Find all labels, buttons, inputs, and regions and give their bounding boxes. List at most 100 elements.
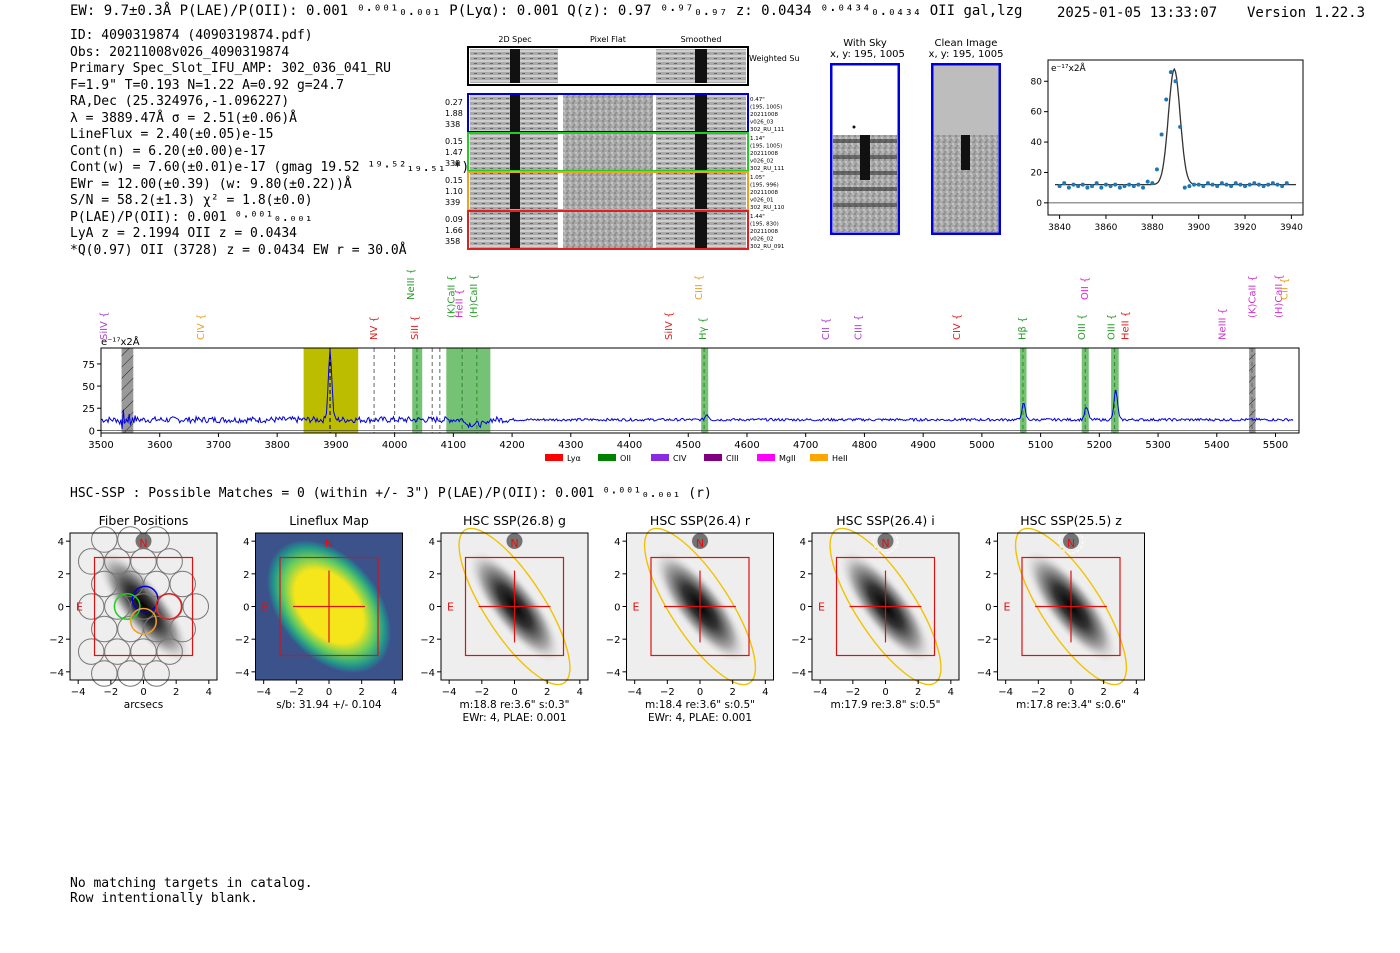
hsc-x-tick-label: 0 <box>511 687 517 698</box>
hsc-y-tick-label: −2 <box>235 635 250 646</box>
hsc-x-tick-label: 0 <box>140 687 146 698</box>
spectrum-line-label: OIII { <box>1077 314 1088 340</box>
hsc-y-tick-label: 4 <box>58 537 64 548</box>
hsc-x-tick-label: 2 <box>729 687 735 698</box>
neighbor-aperture <box>873 528 898 554</box>
hsc-panel-title: HSC SSP(26.4) i <box>836 513 934 528</box>
fit-y-tick-label: 0 <box>1036 199 1042 209</box>
fit-data-point <box>1168 70 1173 75</box>
fit-data-point <box>1066 185 1071 190</box>
info-line: λ = 3889.47Å σ = 2.51(±0.06)Å <box>70 110 297 126</box>
spectrum-line-band <box>701 348 709 433</box>
hsc-y-tick-label: −4 <box>235 668 250 679</box>
fit-data-point <box>1215 184 1220 189</box>
hsc-x-tick-label: −2 <box>845 687 860 698</box>
east-label: E <box>262 601 269 614</box>
info-line: Cont(n) = 6.20(±0.00)e-17 <box>70 143 266 159</box>
with-sky-coords: x, y: 195, 1005 <box>830 49 905 60</box>
spectrum-line-label: CII { <box>1279 278 1290 300</box>
hsc-caption: s/b: 31.94 +/- 0.104 <box>276 699 382 711</box>
north-label: N <box>1067 537 1075 550</box>
cutout-row-info: 1.05" <box>750 175 765 181</box>
legend-swatch <box>651 454 669 461</box>
hsc-x-tick-label: 4 <box>577 687 583 698</box>
cutout-row-info: 302_RU_111 <box>750 127 784 133</box>
hsc-x-tick-label: −4 <box>256 687 271 698</box>
fiber-circle <box>143 526 170 553</box>
fit-unit-label: e⁻¹⁷x2Å <box>1051 62 1087 74</box>
fit-data-point <box>1261 184 1266 189</box>
cutout-pixel-flat <box>563 95 653 131</box>
cutout-row-stat: 358 <box>445 237 460 246</box>
spectrum-line-label: Hγ { <box>698 317 709 340</box>
hsc-box <box>650 556 750 657</box>
fiber-circle <box>91 526 118 553</box>
info-line: Primary Spec_Slot_IFU_AMP: 302_036_041_R… <box>70 61 391 76</box>
hsc-y-tick-label: −4 <box>50 668 64 679</box>
cutout-row-stat: 1.47 <box>445 148 463 157</box>
spectrum-y-tick-label: 0 <box>89 426 95 437</box>
hsc-y-tick-label: −2 <box>606 635 621 646</box>
fit-data-point <box>1224 182 1229 187</box>
fit-data-point <box>1154 167 1159 172</box>
fiber-circle <box>91 570 118 598</box>
hsc-panel: HSC SSP(25.5) z N E −4 −4 −2 −2 0 0 2 2 4 4 m:17.8 re… <box>977 513 1145 711</box>
fit-data-point <box>1205 181 1210 186</box>
legend-swatch <box>598 454 616 461</box>
spectrum-line-label: CIV { <box>952 314 963 340</box>
hsc-box <box>464 556 565 657</box>
fiber-circle <box>117 660 144 687</box>
legend-label: Lyα <box>567 454 581 463</box>
cutout-row-info: v026_02 <box>750 159 774 165</box>
fit-data-point <box>1057 184 1062 189</box>
spectrum-x-tick-label: 4500 <box>676 440 701 451</box>
cutout-pixel-flat <box>563 134 653 170</box>
header-summary: EW: 9.7±0.3Å P(LAE)/P(OII): 0.001 ⁰·⁰⁰¹₀… <box>70 3 1023 19</box>
fiber-circle <box>104 548 131 575</box>
north-label: N <box>510 537 518 550</box>
east-label: E <box>447 601 454 614</box>
info-line: Cont(w) = 7.60(±0.01)e-17 (gmag 19.52 ¹⁹… <box>70 160 470 175</box>
hsc-x-tick-label: 4 <box>1133 687 1139 698</box>
fiber-circle <box>117 615 144 643</box>
hsc-caption: m:18.4 re:3.6" s:0.5" <box>645 699 755 711</box>
cutout-row-info: 302_RU_110 <box>750 205 785 211</box>
col-title-pixel-flat: Pixel Flat <box>590 35 626 44</box>
fit-axes-frame <box>1047 59 1304 216</box>
footer-line-2: Row intentionally blank. <box>70 891 258 906</box>
neighbor-source <box>692 533 708 549</box>
cutout-row-info: 20211008 <box>750 151 778 157</box>
hsc-y-tick-label: 0 <box>800 603 806 614</box>
hsc-x-tick-label: 4 <box>948 687 954 698</box>
footer-line-1: No matching targets in catalog. <box>70 876 313 891</box>
spectrum-line-label: CIV { <box>196 314 207 340</box>
hsc-panel-title: Fiber Positions <box>99 513 189 528</box>
cutout-row-info: v026_02 <box>750 237 774 243</box>
fiber-circle <box>117 570 144 598</box>
spectrum-line-label: HeII { <box>455 289 466 318</box>
fiber-circle <box>117 526 144 553</box>
fiber-circle <box>77 593 105 620</box>
hsc-x-tick-label: −2 <box>289 687 304 698</box>
spectrum-x-tick-label: 3900 <box>323 440 348 451</box>
spectrum-line-label: NV { <box>369 316 380 340</box>
hsc-panel-title: HSC SSP(26.8) g <box>463 513 566 528</box>
fiber-selected <box>113 593 141 620</box>
info-line: Obs: 20211008v026_4090319874 <box>70 44 290 60</box>
legend-label: OII <box>620 454 631 463</box>
cutout-2d-spec-trace <box>510 95 520 131</box>
north-label: N <box>881 537 889 550</box>
hsc-box <box>835 556 936 657</box>
spectrum-x-tick-label: 3500 <box>88 440 113 451</box>
hsc-y-tick-label: −2 <box>420 635 435 646</box>
hsc-caption-2: EWr: 4, PLAE: 0.001 <box>462 712 566 724</box>
spectrum-line-label: (H)CaII { <box>469 274 480 318</box>
spectrum-line-label: NeIII { <box>406 270 417 300</box>
spectra-cutouts: 2D Spec Pixel Flat Smoothed Weighted Sum… <box>445 35 800 250</box>
hsc-y-tick-label: −4 <box>791 668 806 679</box>
fit-x-tick-label: 3900 <box>1187 223 1210 233</box>
fit-data-point <box>1238 182 1243 187</box>
aperture-ellipse <box>1014 527 1128 686</box>
cutout-row-info: v026_03 <box>750 120 774 126</box>
cutout-smoothed-trace <box>695 173 707 209</box>
